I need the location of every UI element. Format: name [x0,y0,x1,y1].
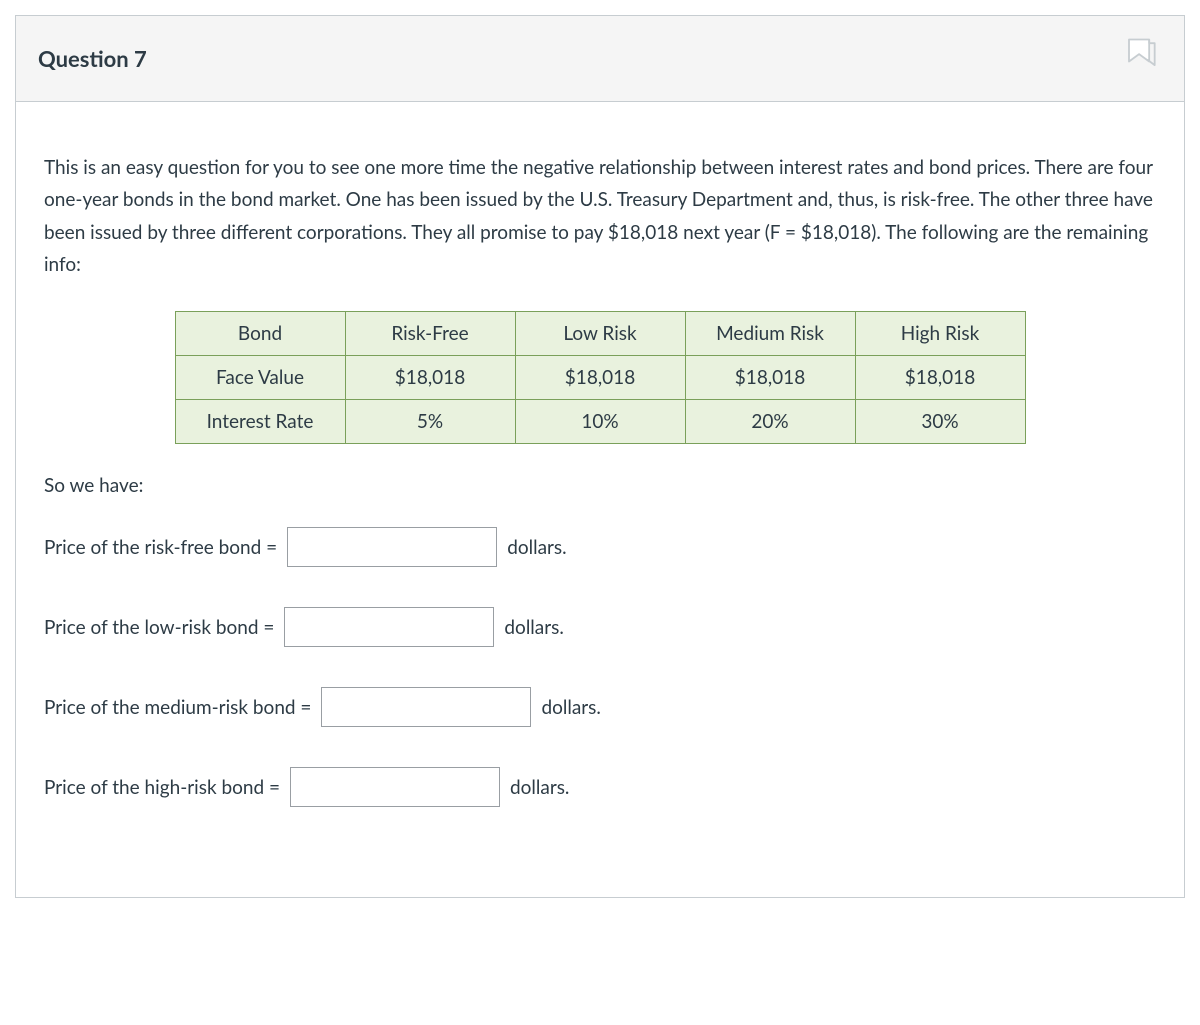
answer-row-medium-risk: Price of the medium-risk bond = dollars. [44,687,1156,727]
answer-label: Price of the high-risk bond = [44,776,280,799]
answer-suffix: dollars. [507,536,566,559]
answer-suffix: dollars. [504,616,563,639]
answer-suffix: dollars. [541,696,600,719]
so-we-have-text: So we have: [44,474,1156,497]
table-cell: 5% [345,400,515,444]
answer-row-high-risk: Price of the high-risk bond = dollars. [44,767,1156,807]
price-medium-risk-input[interactable] [321,687,531,727]
row-label: Bond [175,312,345,356]
answer-suffix: dollars. [510,776,569,799]
answer-row-risk-free: Price of the risk-free bond = dollars. [44,527,1156,567]
table-cell: $18,018 [855,356,1025,400]
table-cell: 20% [685,400,855,444]
question-body: This is an easy question for you to see … [16,102,1184,897]
row-label: Face Value [175,356,345,400]
table-row: Interest Rate 5% 10% 20% 30% [175,400,1025,444]
table-cell: $18,018 [685,356,855,400]
question-title: Question 7 [38,45,147,72]
price-risk-free-input[interactable] [287,527,497,567]
table-cell: Risk-Free [345,312,515,356]
table-cell: $18,018 [515,356,685,400]
answer-label: Price of the risk-free bond = [44,536,277,559]
table-cell: 10% [515,400,685,444]
question-header: Question 7 [16,16,1184,102]
table-cell: High Risk [855,312,1025,356]
table-row: Face Value $18,018 $18,018 $18,018 $18,0… [175,356,1025,400]
bond-table: Bond Risk-Free Low Risk Medium Risk High… [175,311,1026,444]
table-cell: 30% [855,400,1025,444]
table-row: Bond Risk-Free Low Risk Medium Risk High… [175,312,1025,356]
answer-row-low-risk: Price of the low-risk bond = dollars. [44,607,1156,647]
price-low-risk-input[interactable] [284,607,494,647]
row-label: Interest Rate [175,400,345,444]
table-cell: $18,018 [345,356,515,400]
bookmark-flag-icon[interactable] [1118,34,1162,83]
answer-label: Price of the medium-risk bond = [44,696,311,719]
table-cell: Medium Risk [685,312,855,356]
question-intro-text: This is an easy question for you to see … [44,152,1156,281]
question-card: Question 7 This is an easy question for … [15,15,1185,898]
table-cell: Low Risk [515,312,685,356]
answer-label: Price of the low-risk bond = [44,616,274,639]
price-high-risk-input[interactable] [290,767,500,807]
